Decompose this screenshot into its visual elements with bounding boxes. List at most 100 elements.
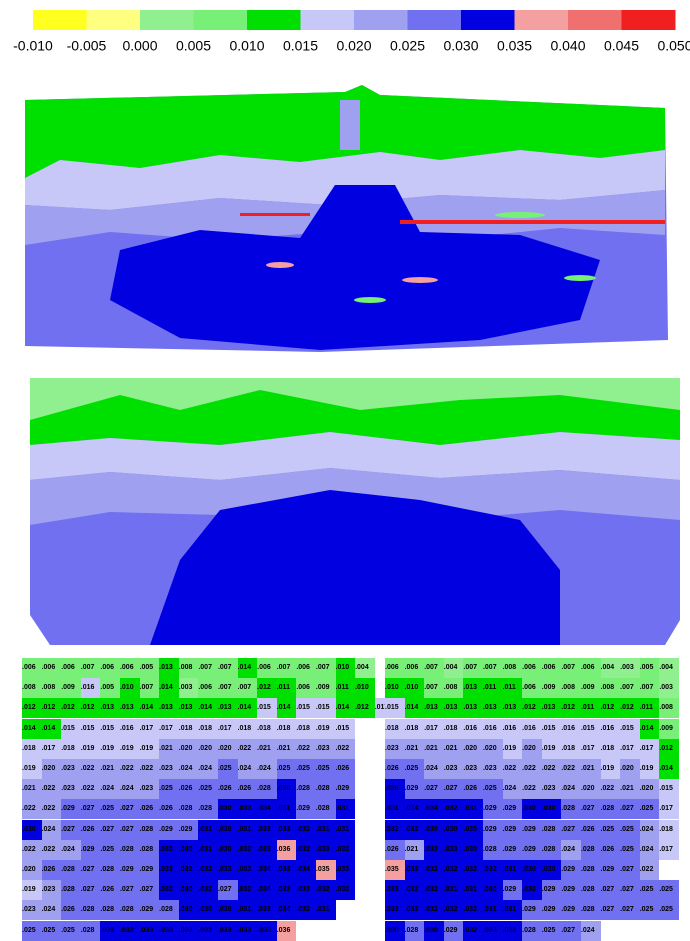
grid-cell: .025 (159, 779, 179, 800)
grid-cell: .030 (522, 860, 542, 880)
grid-cell: .029 (443, 920, 464, 941)
grid-cell: .004 (600, 658, 621, 678)
grid-cell: .032 (463, 860, 483, 880)
grid-cell: .025 (620, 839, 640, 860)
grid-cell: .016 (502, 718, 523, 739)
grid-cell: .011 (639, 698, 660, 719)
grid-cell: .011 (276, 678, 297, 699)
grid-cell: .032 (385, 819, 405, 840)
grid-cell: .010 (335, 658, 356, 678)
grid-cell: .025 (639, 880, 660, 901)
grid-cell: .033 (404, 860, 425, 880)
grid-cell: .006 (119, 658, 140, 678)
grid-cell: .012 (80, 698, 101, 719)
contour-map-smooth (30, 378, 680, 645)
grid-cell: .014 (198, 698, 218, 719)
grid-cell: .027 (61, 819, 81, 840)
grid-cell: .025 (600, 819, 621, 840)
grid-cell: .015 (296, 698, 316, 719)
grid-cell: .027 (561, 920, 581, 941)
grid-cell: .032 (424, 880, 444, 901)
grid-cell: .034 (276, 900, 297, 921)
grid-cell: .030 (178, 839, 199, 860)
grid-cell: .012 (61, 698, 81, 719)
grid-cell: .025 (620, 819, 640, 840)
grid-cell: .021 (257, 738, 277, 759)
grid-cell: .028 (100, 860, 120, 880)
grid-cell: .019 (22, 880, 42, 901)
grid-cell: .020 (41, 759, 62, 779)
grid-cell: .022 (335, 738, 356, 759)
contour-map-detailed (25, 85, 668, 352)
grid-cell: .020 (580, 779, 601, 800)
grid-cell: .030 (178, 900, 199, 921)
grid-cell: .024 (561, 779, 581, 800)
grid-cell: .028 (600, 799, 621, 820)
grid-cell: .021 (580, 759, 601, 779)
grid-cell: .019 (502, 738, 523, 759)
grid-cell: .007 (463, 658, 483, 678)
grid-cell: .026 (80, 819, 101, 840)
grid-cell: .027 (100, 819, 120, 840)
grid-half: .030.029.027.027.026.025.024.022.023.024… (385, 779, 679, 800)
grid-cell: .012 (22, 698, 42, 719)
grid-cell: .030 (217, 839, 238, 860)
grid-cell: .018 (237, 718, 258, 739)
grid-cell: .004 (443, 658, 464, 678)
grid-cell: .026 (237, 779, 258, 800)
grid-half: .019.023.028.027.026.027.027.032.030.032… (22, 880, 356, 901)
grid-cell: .025 (198, 779, 218, 800)
grid-cell: .030 (443, 819, 464, 840)
grid-cell: .031 (385, 799, 405, 820)
grid-cell: .014 (237, 658, 258, 678)
grid-cell: .031 (276, 799, 297, 820)
grid-cell: .008 (443, 678, 464, 699)
grid-cell: .028 (315, 779, 336, 800)
grid-cell: .007 (276, 658, 297, 678)
grid-cell: .017 (659, 799, 679, 820)
grid-cell: .029 (178, 819, 199, 840)
grid-cell: .013 (217, 698, 238, 719)
grid-cell: .027 (80, 880, 101, 901)
grid-cell: .032 (296, 839, 316, 860)
grid-cell: .012 (522, 698, 542, 719)
grid-cell: .016 (463, 718, 483, 739)
grid-cell: .031 (237, 900, 258, 921)
grid-cell: .029 (522, 900, 542, 921)
grid-cell: .035 (315, 860, 336, 880)
grid-cell: .028 (522, 920, 542, 941)
grid-half: .026.021.033.033.030.028.029.029.028.024… (385, 839, 679, 860)
grid-cell: .033 (178, 920, 199, 941)
band-lavender (30, 432, 680, 480)
colorbar-label: -0.005 (67, 38, 107, 54)
grid-cell: .024 (424, 759, 444, 779)
grid-cell: .027 (424, 779, 444, 800)
grid-cell: .010 (119, 678, 140, 699)
grid-cell: .028 (580, 880, 601, 901)
grid-cell: .022 (561, 759, 581, 779)
grid-cell: .019 (22, 759, 42, 779)
grid-cell: .010 (355, 678, 375, 699)
grid-row: .020.026.028.027.028.029.029.033.032.032… (0, 860, 690, 880)
grid-cell: .006 (257, 658, 277, 678)
colorbar-label: 0.030 (443, 38, 478, 54)
grid-cell: .012 (41, 698, 62, 719)
grid-cell: .032 (198, 880, 218, 901)
colorbar-swatch (354, 10, 408, 30)
grid-cell: .014 (276, 698, 297, 719)
grid-cell: .033 (257, 819, 277, 840)
grid-cell: .015 (257, 698, 277, 719)
colorbar-swatch (514, 10, 569, 30)
grid-cell: .030 (522, 799, 542, 820)
grid-cell: .015 (580, 718, 601, 739)
grid-cell: .008 (600, 678, 621, 699)
colorbar-label: 0.045 (604, 38, 639, 54)
grid-cell: .028 (580, 900, 601, 921)
colorbar: -0.010 -0.005 0.000 0.005 0.010 0.015 0.020 0.0… (13, 10, 690, 54)
grid-row: .008.008.009.016.005.010.007.014.003.006… (0, 678, 690, 699)
grid-cell: .029 (522, 819, 542, 840)
grid-cell: .025 (315, 759, 336, 779)
grid-cell: .029 (561, 860, 581, 880)
grid-cell: .026 (41, 860, 62, 880)
